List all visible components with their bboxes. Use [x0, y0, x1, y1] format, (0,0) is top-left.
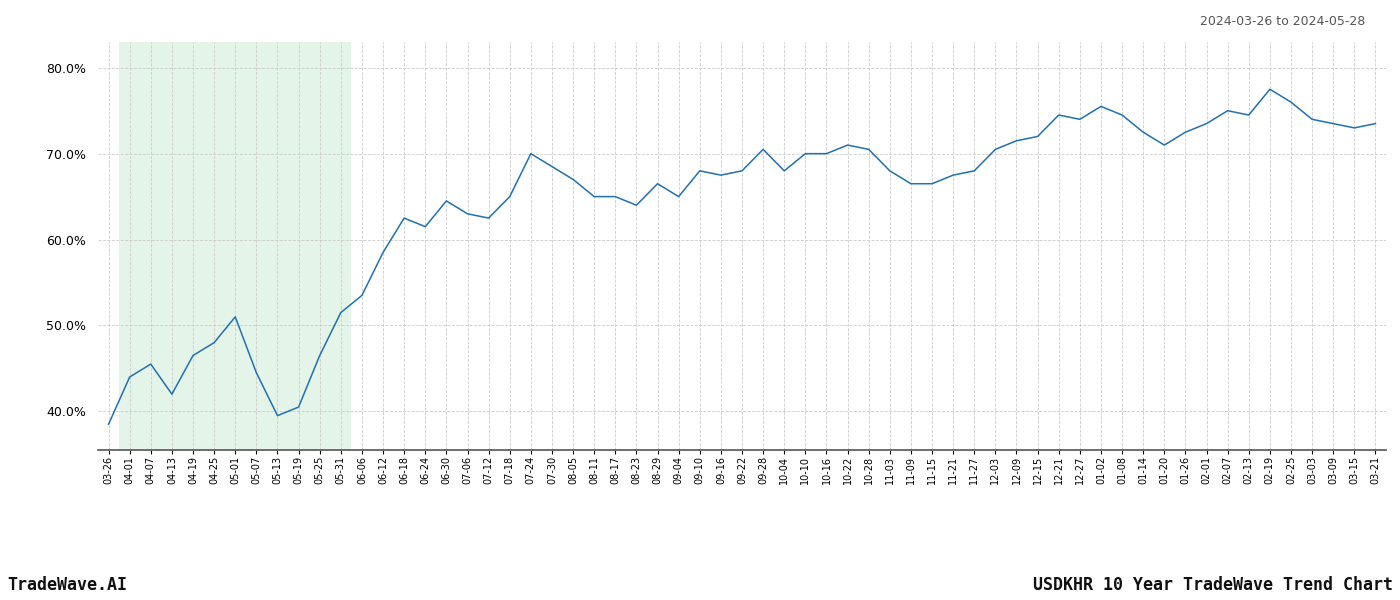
Text: 2024-03-26 to 2024-05-28: 2024-03-26 to 2024-05-28	[1200, 15, 1365, 28]
Text: USDKHR 10 Year TradeWave Trend Chart: USDKHR 10 Year TradeWave Trend Chart	[1033, 576, 1393, 594]
Bar	[119, 42, 351, 450]
Text: TradeWave.AI: TradeWave.AI	[7, 576, 127, 594]
